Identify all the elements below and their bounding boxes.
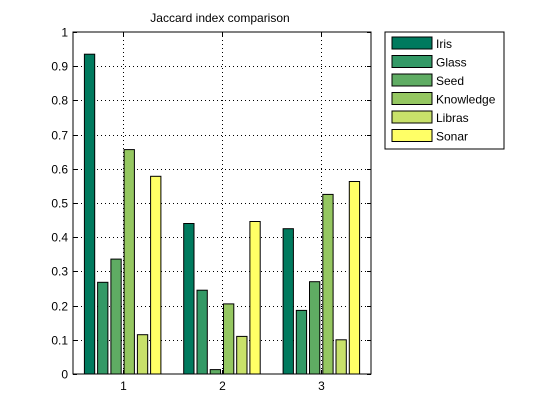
y-tick-label: 0.4 <box>51 231 68 245</box>
legend-label-knowledge: Knowledge <box>436 93 496 107</box>
bar-knowledge-1 <box>123 149 135 375</box>
y-tick-label: 0.5 <box>51 197 68 211</box>
legend-swatch-seed <box>391 73 433 87</box>
bar-sonar-3 <box>348 181 361 375</box>
bar-knowledge-2 <box>223 303 235 375</box>
y-tick-label: 0 <box>61 368 68 382</box>
bar-seed-2 <box>209 369 221 375</box>
legend-swatch-glass <box>391 55 433 68</box>
bars <box>83 53 361 375</box>
bar-libras-2 <box>236 335 248 375</box>
x-tick-label: 2 <box>219 379 226 393</box>
x-tick-label: 3 <box>318 379 325 393</box>
y-tick-label: 0.9 <box>51 60 68 74</box>
bar-seed-3 <box>309 281 321 375</box>
legend-swatch-sonar <box>391 129 433 142</box>
y-tick-label: 1 <box>61 26 68 40</box>
x-tick-label: 1 <box>120 379 127 393</box>
bar-glass-2 <box>196 289 208 375</box>
bar-knowledge-3 <box>322 193 334 375</box>
legend-label-libras: Libras <box>436 111 469 125</box>
legend-label-iris: Iris <box>436 37 452 51</box>
legend-swatch-knowledge <box>391 92 433 105</box>
bar-libras-3 <box>335 339 347 375</box>
legend-label-glass: Glass <box>436 56 467 70</box>
y-tick-label: 0.2 <box>51 300 68 314</box>
legend: Iris Glass Seed Knowledge Libras Sonar <box>384 31 505 150</box>
bar-seed-1 <box>110 258 122 375</box>
y-tick-label: 0.1 <box>51 334 68 348</box>
bar-iris-1 <box>83 53 96 375</box>
legend-swatch-libras <box>391 110 433 124</box>
legend-label-sonar: Sonar <box>436 130 468 144</box>
bar-glass-1 <box>97 281 109 375</box>
y-tick-label: 0.6 <box>51 163 68 177</box>
bar-libras-1 <box>136 334 149 375</box>
legend-label-seed: Seed <box>436 74 464 88</box>
bar-iris-2 <box>183 223 195 375</box>
bar-glass-3 <box>295 309 308 375</box>
axis-ticks: 0 0.1 0.2 0.3 0.4 0.5 0.6 0.7 0.8 0.9 1 1 2 3 <box>51 26 371 393</box>
y-tick-label: 0.7 <box>51 129 68 143</box>
grid-lines <box>73 32 371 374</box>
chart-title: Jaccard index comparison <box>150 11 289 25</box>
bar-sonar-1 <box>150 175 162 375</box>
legend-swatch-iris <box>391 36 433 50</box>
bar-sonar-2 <box>249 221 261 375</box>
y-tick-label: 0.8 <box>51 94 68 108</box>
y-tick-label: 0.3 <box>51 265 68 279</box>
bar-iris-3 <box>282 228 294 375</box>
